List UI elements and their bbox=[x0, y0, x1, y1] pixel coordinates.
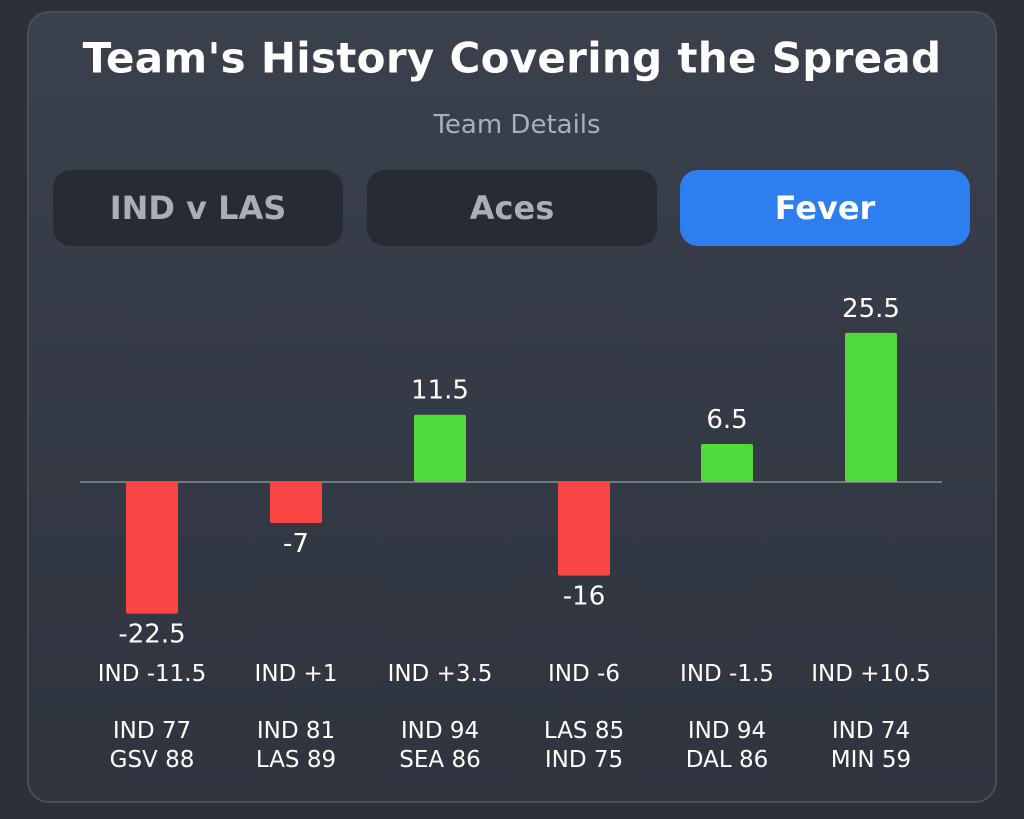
page-title: Team's History Covering the Spread bbox=[82, 33, 942, 83]
score-line1-0: IND 77 bbox=[113, 718, 191, 744]
score-line1-3: LAS 85 bbox=[544, 718, 624, 744]
score-line1-2: IND 94 bbox=[401, 718, 479, 744]
score-line1-1: IND 81 bbox=[257, 718, 335, 744]
score-line2-4: DAL 86 bbox=[686, 747, 768, 773]
score-line2-0: GSV 88 bbox=[110, 747, 195, 773]
spread-label-2: IND +3.5 bbox=[388, 661, 493, 687]
score-line1-5: IND 74 bbox=[832, 718, 910, 744]
bar-3 bbox=[558, 482, 610, 576]
spread-label-3: IND -6 bbox=[548, 661, 620, 687]
spread-label-1: IND +1 bbox=[255, 661, 338, 687]
value-label-4: 6.5 bbox=[706, 405, 747, 435]
value-label-1: -7 bbox=[283, 529, 309, 559]
bar-0 bbox=[126, 482, 178, 614]
value-label-0: -22.5 bbox=[118, 620, 185, 650]
page-subtitle: Team Details bbox=[433, 110, 601, 140]
chart-card bbox=[27, 11, 997, 803]
bar-1 bbox=[270, 482, 322, 523]
score-line2-3: IND 75 bbox=[545, 747, 623, 773]
score-line2-2: SEA 86 bbox=[399, 747, 480, 773]
value-label-2: 11.5 bbox=[411, 376, 469, 406]
tab-aces[interactable]: Aces bbox=[367, 170, 657, 246]
spread-label-0: IND -11.5 bbox=[98, 661, 207, 687]
tab-matchup[interactable]: IND v LAS bbox=[53, 170, 343, 246]
bar-4 bbox=[701, 443, 753, 482]
spread-label-5: IND +10.5 bbox=[811, 661, 931, 687]
spread-label-4: IND -1.5 bbox=[680, 661, 774, 687]
score-line2-5: MIN 59 bbox=[831, 747, 911, 773]
bar-5 bbox=[845, 332, 897, 482]
tab-fever[interactable]: Fever bbox=[680, 170, 970, 246]
bar-2 bbox=[414, 414, 466, 482]
value-label-3: -16 bbox=[563, 582, 605, 612]
score-line2-1: LAS 89 bbox=[256, 747, 336, 773]
score-line1-4: IND 94 bbox=[688, 718, 766, 744]
value-label-5: 25.5 bbox=[842, 294, 900, 324]
